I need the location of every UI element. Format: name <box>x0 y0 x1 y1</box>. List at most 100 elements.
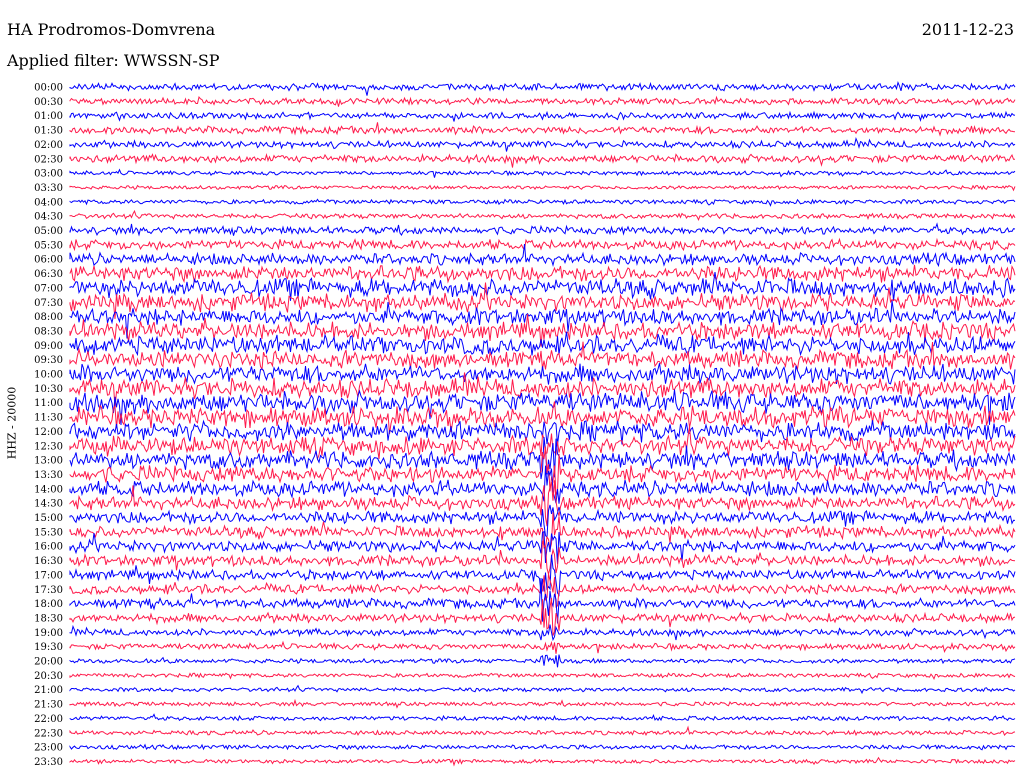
seismic-trace-2100 <box>69 684 1016 695</box>
seismic-trace-1400 <box>69 465 1016 504</box>
seismic-trace-0330 <box>69 184 1016 192</box>
seismic-trace-0930 <box>69 341 1016 372</box>
seismic-trace-1000 <box>69 363 1016 385</box>
time-tick-label: 01:00 <box>34 111 63 122</box>
seismic-trace-0000 <box>69 81 1016 96</box>
seismic-trace-0730 <box>69 282 1016 319</box>
time-tick-label: 06:30 <box>34 269 63 280</box>
seismic-trace-1130 <box>69 401 1016 435</box>
seismic-trace-2130 <box>69 698 1016 709</box>
time-tick-label: 23:00 <box>34 743 63 754</box>
time-tick-label: 19:30 <box>34 642 63 653</box>
seismic-trace-0500 <box>69 222 1016 237</box>
record-date: 2011-12-23 <box>921 20 1014 39</box>
trace-group <box>69 81 1016 767</box>
time-tick-label: 17:00 <box>34 570 63 581</box>
time-tick-label: 09:30 <box>34 355 63 366</box>
seismic-trace-2300 <box>69 743 1016 751</box>
time-tick-label: 18:30 <box>34 613 63 624</box>
time-tick-label: 23:30 <box>34 757 63 768</box>
time-tick-label: 08:00 <box>34 312 63 323</box>
time-tick-label: 13:30 <box>34 470 63 481</box>
time-tick-label: 07:00 <box>34 283 63 294</box>
seismic-trace-1830 <box>69 597 1016 636</box>
time-tick-label: 18:00 <box>34 599 63 610</box>
seismic-trace-0900 <box>69 331 1016 357</box>
seismic-trace-1630 <box>69 540 1016 575</box>
time-tick-label: 20:30 <box>34 671 63 682</box>
time-tick-label: 04:30 <box>34 212 63 223</box>
seismic-trace-1800 <box>69 577 1016 624</box>
time-tick-label: 08:30 <box>34 326 63 337</box>
time-tick-label: 22:00 <box>34 714 63 725</box>
time-tick-label: 10:30 <box>34 384 63 395</box>
seismic-trace-1500 <box>69 504 1016 539</box>
time-tick-label: 20:00 <box>34 657 63 668</box>
seismic-trace-1930 <box>69 640 1016 654</box>
time-tick-label: 00:30 <box>34 97 63 108</box>
time-tick-label: 02:00 <box>34 140 63 151</box>
filter-label: Applied filter: WWSSN-SP <box>7 51 220 70</box>
time-tick-label: 14:00 <box>34 484 63 495</box>
seismic-trace-2200 <box>69 713 1016 722</box>
seismic-trace-0130 <box>69 122 1016 137</box>
time-tick-label: 03:00 <box>34 169 63 180</box>
seismic-trace-0030 <box>69 95 1016 107</box>
seismic-trace-2230 <box>69 725 1016 737</box>
seismic-trace-0530 <box>69 237 1016 252</box>
time-tick-label: 13:00 <box>34 456 63 467</box>
seismic-trace-0400 <box>69 198 1016 207</box>
seismic-trace-0300 <box>69 168 1016 178</box>
seismic-trace-0600 <box>69 243 1016 268</box>
time-tick-label: 10:00 <box>34 370 63 381</box>
seismic-trace-1100 <box>69 389 1016 426</box>
time-tick-label: 12:00 <box>34 427 63 438</box>
time-tick-label: 16:30 <box>34 556 63 567</box>
seismic-trace-0630 <box>69 264 1016 284</box>
time-tick-label: 15:00 <box>34 513 63 524</box>
station-title: HA Prodromos-Domvrena <box>7 20 216 39</box>
time-tick-label: 04:00 <box>34 197 63 208</box>
seismic-trace-1430 <box>69 480 1016 527</box>
seismic-trace-0430 <box>69 209 1016 221</box>
seismic-trace-0700 <box>69 272 1016 301</box>
time-tick-label: 03:30 <box>34 183 63 194</box>
time-tick-label: 07:30 <box>34 298 63 309</box>
time-tick-label: 05:30 <box>34 240 63 251</box>
tick-label-group: 00:00 00:30 01:00 01:30 02:00 02:30 03:00 03:30… <box>34 83 63 768</box>
seismic-trace-1030 <box>69 372 1016 408</box>
time-tick-label: 21:30 <box>34 700 63 711</box>
seismic-trace-1600 <box>69 531 1016 565</box>
time-tick-label: 05:00 <box>34 226 63 237</box>
seismic-trace-1530 <box>69 512 1016 550</box>
time-tick-label: 11:00 <box>34 398 63 409</box>
time-tick-label: 17:30 <box>34 585 63 596</box>
time-tick-label: 16:00 <box>34 542 63 553</box>
time-tick-label: 22:30 <box>34 728 63 739</box>
seismic-trace-0800 <box>69 300 1016 339</box>
time-tick-label: 00:00 <box>34 83 63 94</box>
time-tick-label: 02:30 <box>34 154 63 165</box>
seismic-trace-1300 <box>69 436 1016 480</box>
seismic-trace-0200 <box>69 136 1016 152</box>
seismic-trace-1900 <box>69 624 1016 642</box>
seismic-trace-0830 <box>69 314 1016 347</box>
time-tick-label: 09:00 <box>34 341 63 352</box>
seismic-trace-1200 <box>69 419 1016 445</box>
time-tick-label: 15:30 <box>34 527 63 538</box>
time-tick-label: 14:30 <box>34 499 63 510</box>
seismic-trace-2030 <box>69 672 1016 681</box>
seismic-trace-2000 <box>69 654 1016 668</box>
seismic-trace-2330 <box>69 756 1016 767</box>
seismic-trace-0100 <box>69 110 1016 122</box>
time-tick-label: 21:00 <box>34 685 63 696</box>
time-tick-label: 01:30 <box>34 126 63 137</box>
time-tick-label: 19:00 <box>34 628 63 639</box>
time-tick-label: 11:30 <box>34 413 63 424</box>
seismic-trace-1330 <box>69 446 1016 496</box>
time-tick-label: 12:30 <box>34 441 63 452</box>
time-tick-label: 06:00 <box>34 255 63 266</box>
seismic-trace-1230 <box>69 426 1016 461</box>
seismic-trace-0230 <box>69 152 1015 168</box>
